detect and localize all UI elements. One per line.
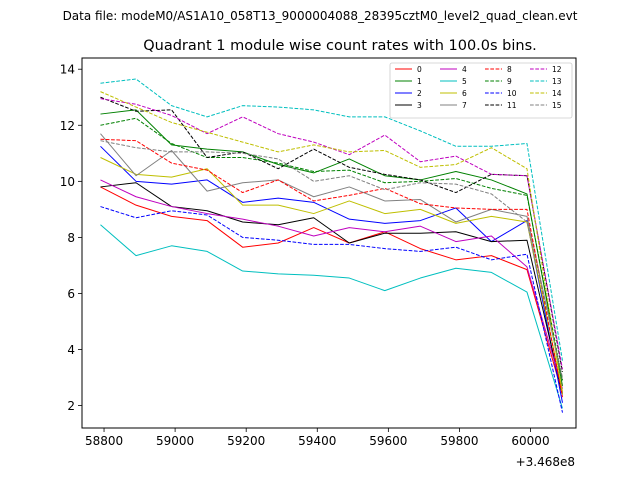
legend-label-6: 6: [462, 89, 467, 98]
legend-label-8: 8: [507, 65, 512, 74]
legend-label-12: 12: [552, 65, 562, 74]
series-line-12: [100, 98, 563, 370]
legend-label-5: 5: [462, 77, 467, 86]
x-tick-label: 59200: [227, 434, 265, 448]
series-layer: [100, 78, 563, 413]
legend-label-2: 2: [417, 89, 422, 98]
legend-frame: [389, 62, 573, 119]
legend-label-0: 0: [417, 65, 422, 74]
x-tick-label: 60000: [511, 434, 549, 448]
series-line-2: [100, 145, 563, 403]
y-tick-label: 10: [60, 175, 75, 189]
legend-label-4: 4: [462, 65, 467, 74]
y-tick-label: 2: [67, 399, 75, 413]
series-line-8: [100, 138, 563, 398]
series-line-7: [100, 133, 563, 381]
series-line-11: [100, 96, 563, 373]
x-tick-label: 59000: [156, 434, 194, 448]
x-tick-label: 59800: [440, 434, 478, 448]
axes-frame: [81, 57, 577, 429]
series-line-5: [100, 224, 563, 409]
x-tick-label: 59600: [369, 434, 407, 448]
y-tick-label: 8: [67, 231, 75, 245]
series-line-13: [100, 78, 563, 361]
legend-label-15: 15: [552, 101, 562, 110]
series-line-10: [100, 206, 563, 413]
legend-label-14: 14: [552, 89, 562, 98]
legend-label-7: 7: [462, 101, 467, 110]
x-offset-label: +3.468e8: [516, 455, 575, 469]
legend-label-13: 13: [552, 77, 562, 86]
series-line-14: [100, 91, 563, 395]
legend-label-11: 11: [507, 101, 517, 110]
series-line-4: [100, 179, 563, 389]
suptitle: Data file: modeM0/AS1A10_058T13_90000040…: [63, 9, 578, 23]
series-line-6: [100, 157, 563, 392]
chart-title: Quadrant 1 module wise count rates with …: [143, 38, 537, 54]
x-tick-label: 58800: [85, 434, 123, 448]
legend-label-10: 10: [507, 89, 517, 98]
plot-area: [81, 57, 577, 429]
legend-label-9: 9: [507, 77, 512, 86]
series-line-15: [100, 140, 563, 378]
y-tick-label: 4: [67, 343, 75, 357]
series-line-0: [100, 186, 563, 395]
series-line-9: [100, 117, 563, 381]
y-tick-label: 14: [60, 63, 75, 77]
y-axis: 2 4 6 8 10 12 14: [60, 63, 82, 413]
y-tick-label: 6: [67, 287, 75, 301]
y-tick-label: 12: [60, 119, 75, 133]
legend-label-3: 3: [417, 101, 422, 110]
legend-label-1: 1: [417, 77, 422, 86]
series-line-3: [100, 182, 563, 395]
x-tick-label: 59400: [298, 434, 336, 448]
x-axis: 58800 59000 59200 59400 59600 59800 60000: [85, 428, 550, 448]
